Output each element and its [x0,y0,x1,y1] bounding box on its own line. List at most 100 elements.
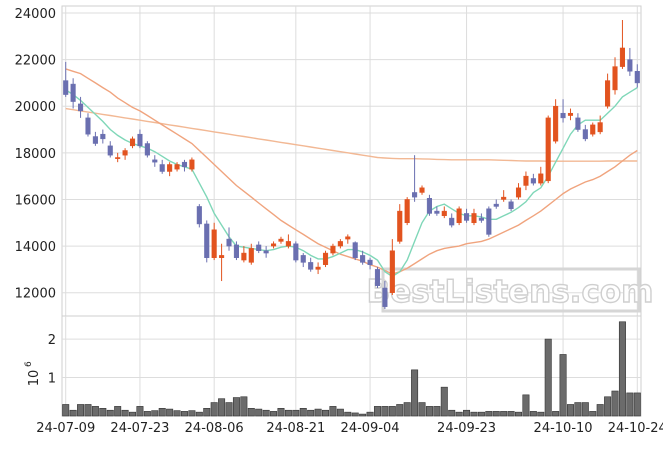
candle [441,206,447,219]
candle [85,113,91,137]
candle-body [352,242,358,258]
volume-bar [537,411,545,417]
candle [122,148,128,160]
candle [582,124,588,142]
volume-bar [247,408,255,417]
candle [241,246,247,263]
volume-bar [559,354,567,417]
volume-bar [77,404,85,417]
watermark: BestListens.com [367,274,654,310]
candle-body [263,250,269,254]
candle [523,171,529,191]
candle [434,206,440,216]
candle-body [226,238,232,247]
candle [330,243,336,256]
candle-body [538,173,544,184]
volume-plot-frame [61,315,642,417]
candle-body [367,259,373,265]
candle-body [493,203,499,207]
candle-body [159,164,165,172]
candle-body [196,206,202,225]
candle [211,222,217,261]
volume-bar [418,402,426,417]
candle-body [167,164,173,172]
moving-averages [65,68,638,278]
volume-bar [604,396,612,417]
candle-body [456,208,462,224]
candle-body [582,129,588,140]
candle-body [189,159,195,170]
volume-bar [329,406,337,417]
candle-body [174,164,180,170]
volume-bar [62,404,70,417]
candle-body [508,201,514,210]
candle-body [486,208,492,235]
volume-bar [515,411,523,417]
candle-body [553,105,559,142]
volume-tick-label: 1 [48,372,56,387]
candle [322,250,329,268]
candle-body [634,71,640,84]
volume-tick-label: 2 [48,333,56,348]
volume-bar [463,409,471,417]
candle [449,213,455,228]
candle-body [308,262,314,270]
volume-bar [433,406,441,417]
candle [196,204,202,228]
volume-bar [284,409,292,417]
volume-bar [477,411,485,417]
candle [70,78,76,109]
candle [545,115,551,184]
candle [100,129,106,144]
candle [464,208,470,223]
candle-body [271,243,277,247]
volume-bar [500,411,508,417]
candle [219,243,225,282]
volume-bar [210,402,218,417]
volume-bar [91,406,99,417]
candle-body [590,124,596,135]
candle-body [360,255,366,263]
date-tick-label: 24-07-23 [110,421,169,436]
date-tick-label: 24-07-09 [36,421,95,436]
volume-bar [218,398,226,417]
candle-body [241,252,247,261]
volume-bar [299,408,307,417]
price-tick-label: 16000 [15,193,56,208]
candle-body [92,136,98,144]
volume-bar [307,409,315,417]
candle-body [100,133,106,140]
candle [315,262,321,275]
candle [419,185,425,195]
candle [567,108,574,121]
candle-body [597,122,603,133]
candle-body [404,199,410,224]
candle [174,162,180,172]
candle-body [278,238,284,242]
candle-body [293,243,299,261]
candle [167,162,173,177]
volume-bar [492,411,500,417]
candle [493,199,499,209]
candle [612,57,618,95]
candle [471,208,477,226]
volume-bar [507,411,515,417]
candle-body [211,229,217,258]
volume-axis-title: 10 6 [24,361,42,386]
date-tick-label: 24-08-21 [266,421,325,436]
price-grid [61,5,642,317]
volume-bar [270,411,278,417]
candle-body [412,192,418,198]
volume-bar [589,411,597,417]
candle [530,173,536,186]
candle [501,190,507,202]
volume-bar [143,411,151,417]
candle [605,73,611,109]
volume-bar [106,409,114,417]
candle-body [545,117,551,182]
volume-bar [151,410,159,417]
volume-bar [373,406,381,417]
candle-body [345,236,351,240]
volume-bar [529,411,537,417]
candle [382,281,388,310]
